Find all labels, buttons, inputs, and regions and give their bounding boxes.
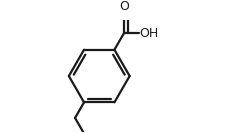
Text: OH: OH xyxy=(139,27,158,40)
Text: O: O xyxy=(119,0,128,13)
